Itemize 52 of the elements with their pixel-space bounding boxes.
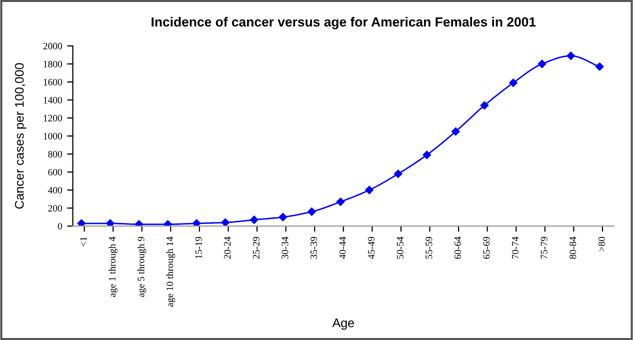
x-tick-label: age 1 through 4: [108, 236, 118, 297]
x-tick-label: age 5 through 9: [137, 236, 146, 297]
y-tick-label: 1400: [44, 96, 62, 104]
point: [480, 101, 489, 110]
x-axis-title: Age: [332, 318, 354, 330]
y-axis-title: Cancer cases per 100,000: [14, 63, 26, 209]
point: [336, 198, 345, 206]
x-tick-label: 75-79: [540, 236, 548, 259]
y-tick-label: 600: [48, 168, 62, 176]
point: [278, 212, 288, 222]
point: [422, 150, 432, 160]
x-tick-label: 80-84: [570, 236, 576, 259]
x-tick-label: 60-64: [454, 236, 461, 259]
y-tick-label: 0: [58, 223, 62, 230]
point: [566, 52, 575, 60]
x-tick-label: 45-49: [368, 236, 375, 260]
x-tick-label: 25-29: [252, 236, 260, 259]
x-tick-label: 30-34: [282, 236, 288, 259]
y-tick-label: 400: [48, 186, 62, 194]
x-tick-label: age 10 through 14: [166, 236, 176, 307]
point: [106, 219, 114, 226]
x-tick-label: 70-74: [512, 236, 519, 259]
y-tick-label: 1200: [44, 114, 62, 122]
x-tick-label: 15-19: [195, 236, 202, 258]
point: [192, 219, 201, 226]
x-tick-label: 20-24: [224, 236, 231, 259]
y-tick-label: 800: [48, 150, 62, 158]
x-tick-label: 50-54: [396, 236, 404, 259]
point: [452, 127, 460, 136]
point: [365, 186, 374, 194]
y-tick-label: 200: [48, 204, 62, 212]
point: [538, 60, 546, 68]
y-tick-label: 1800: [44, 60, 62, 68]
point: [134, 220, 144, 226]
point: [509, 78, 518, 87]
x-tick-label: 55-59: [426, 236, 432, 259]
point: [77, 219, 86, 226]
x-tick-label: 35-39: [310, 236, 318, 259]
point: [595, 62, 604, 71]
point: [164, 220, 172, 226]
point: [308, 208, 316, 216]
y-tick-label: 1000: [44, 132, 62, 140]
y-tick-label: 2000: [43, 42, 62, 50]
point: [221, 218, 230, 226]
chart-title: Incidence of cancer versus age for American Females in 2001: [152, 16, 536, 30]
x-tick-label: <1: [80, 237, 87, 246]
x-tick-label: >80: [598, 236, 605, 252]
y-tick-label: 1600: [44, 78, 62, 86]
x-tick-label: 40-44: [339, 236, 346, 260]
point: [394, 170, 402, 178]
x-tick-label: 65-69: [483, 236, 490, 259]
point: [250, 216, 258, 224]
